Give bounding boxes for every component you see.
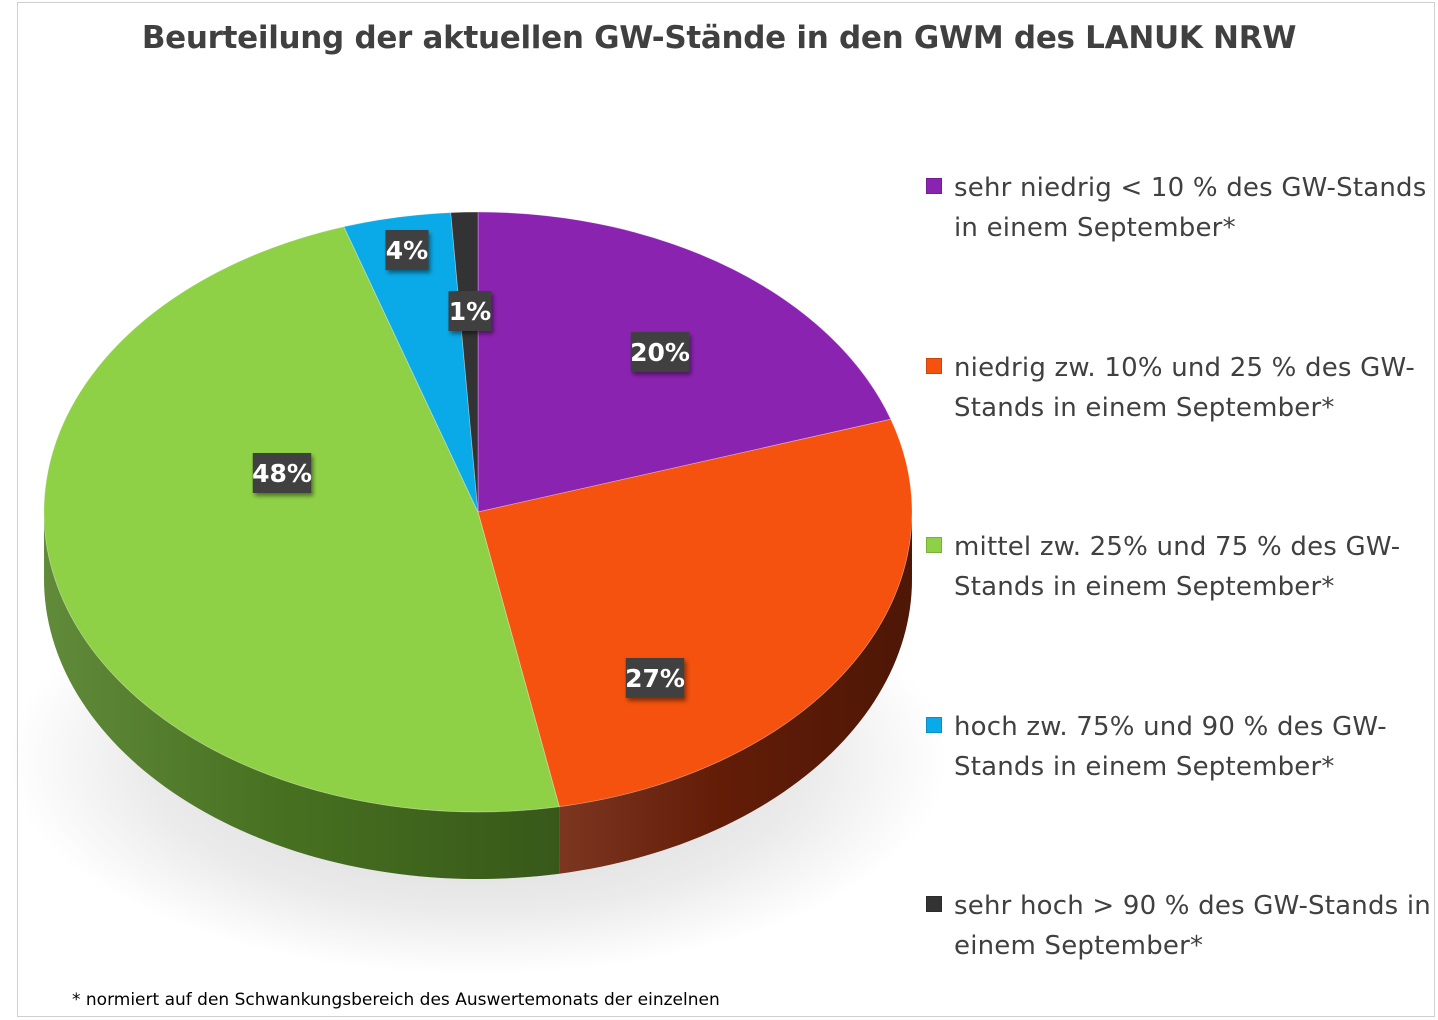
data-label-mittel: 48% xyxy=(252,453,312,493)
pie-slice-hoch xyxy=(343,212,479,513)
pie-data-labels: 20% 27% 48% 4% 1% xyxy=(252,230,690,698)
data-label-text-niedrig: 27% xyxy=(625,664,685,693)
legend-swatch-sehr-hoch xyxy=(926,896,942,912)
legend-label-sehr-hoch: sehr hoch > 90 % des GW-Stands in einem … xyxy=(954,891,1431,961)
pie-slice-mittel xyxy=(43,226,560,813)
data-label-sehr-hoch: 1% xyxy=(448,291,492,331)
pie-side-shade-mittel xyxy=(44,512,560,879)
pie-sides xyxy=(44,512,912,879)
legend-swatch-niedrig xyxy=(926,358,942,374)
pie-side-shade-niedrig xyxy=(559,512,912,874)
data-label-text-sehr-niedrig: 20% xyxy=(630,338,690,367)
legend-label-mittel: mittel zw. 25% und 75 % des GW-Stands in… xyxy=(954,532,1401,602)
pie-slice-niedrig xyxy=(477,418,913,808)
legend-label-sehr-niedrig: sehr niedrig < 10 % des GW-Stands in ein… xyxy=(954,173,1427,243)
data-label-sehr-niedrig: 20% xyxy=(630,332,690,372)
data-label-box-sehr-hoch xyxy=(448,291,492,331)
pie-slice-sehr-hoch xyxy=(450,211,479,513)
data-label-text-sehr-hoch: 1% xyxy=(449,297,491,326)
data-label-box-sehr-niedrig xyxy=(630,332,690,372)
data-label-niedrig: 27% xyxy=(625,658,685,698)
legend-swatch-sehr-niedrig xyxy=(926,178,942,194)
legend-swatch-mittel xyxy=(926,537,942,553)
legend-swatch-hoch xyxy=(926,717,942,733)
data-label-text-mittel: 48% xyxy=(252,459,312,488)
data-label-box-hoch xyxy=(385,230,429,270)
data-label-hoch: 4% xyxy=(385,230,429,270)
chart-title: Beurteilung der aktuellen GW-Stände in d… xyxy=(141,20,1297,56)
data-label-box-mittel xyxy=(252,453,312,493)
legend-label-hoch: hoch zw. 75% und 90 % des GW-Stands in e… xyxy=(954,712,1387,782)
legend-label-niedrig: niedrig zw. 10% und 25 % des GW-Stands i… xyxy=(954,353,1415,423)
data-label-text-hoch: 4% xyxy=(386,236,428,265)
data-label-box-niedrig xyxy=(625,658,685,698)
footnote: * normiert auf den Schwankungsbereich de… xyxy=(72,990,720,1010)
